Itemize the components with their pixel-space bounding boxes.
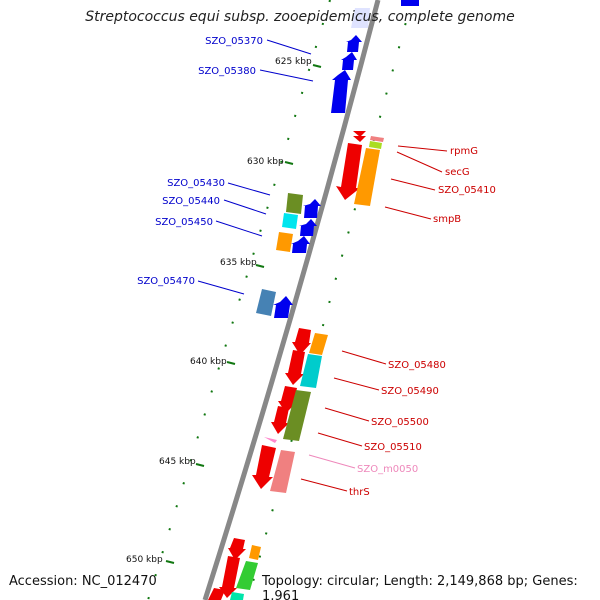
leader-line <box>324 407 370 422</box>
leader-line <box>223 199 267 215</box>
leader-line <box>266 39 312 55</box>
gene-label: SZO_05410 <box>438 185 496 196</box>
feature-block <box>256 289 276 316</box>
genome-summary-text: Topology: circular; Length: 2,149,868 bp… <box>262 574 578 600</box>
gene-arrow <box>346 35 362 52</box>
genome-backbone <box>202 0 381 600</box>
gene-label: smpB <box>433 214 461 225</box>
gene-arrow <box>331 70 351 113</box>
kbp-ticks: 625 kbp 630 kbp 635 kbp 640 kbp 645 kbp … <box>126 57 322 565</box>
tick-mark <box>284 161 294 165</box>
leader-line <box>396 151 443 173</box>
feature-block <box>249 545 261 560</box>
feature-block <box>286 193 303 214</box>
feature-block <box>370 136 384 142</box>
tick-mark <box>226 361 236 365</box>
tick-label: 630 kbp <box>247 157 284 167</box>
gene-arrow <box>264 437 277 443</box>
accession-text: Accession: NC_012470 <box>9 574 157 589</box>
reverse-gene-labels: rpmG secG SZO_05410 smpB SZO_05480 SZO_0… <box>349 146 496 498</box>
gene-arrow <box>299 219 317 236</box>
forward-gene-labels: SZO_05370 SZO_05380 SZO_05430 SZO_05440 … <box>137 36 263 287</box>
gene-label: SZO_05480 <box>388 360 446 371</box>
feature-block <box>230 592 244 600</box>
feature-block <box>309 333 328 355</box>
gene-label: thrS <box>349 487 370 498</box>
reverse-features <box>230 136 384 600</box>
gene-label: SZO_05380 <box>198 66 256 77</box>
feature-block <box>354 148 380 206</box>
leader-line <box>390 178 436 191</box>
gene-label: SZO_05470 <box>137 276 195 287</box>
gene-label: SZO_05370 <box>205 36 263 47</box>
gene-label: SZO_05490 <box>381 386 439 397</box>
gene-arrow <box>228 538 246 560</box>
forward-genes <box>273 0 419 318</box>
tick-mark <box>195 463 205 467</box>
gene-arrow <box>271 406 289 434</box>
leader-line <box>215 220 263 237</box>
leader-line <box>227 182 271 196</box>
tick-mark <box>165 560 175 564</box>
feature-block <box>276 232 293 252</box>
gene-arrow <box>353 131 366 137</box>
leader-line <box>384 206 432 220</box>
map-title: Streptococcus equi subsp. zooepidemicus,… <box>85 9 515 25</box>
gene-arrow <box>351 8 370 28</box>
tick-label: 625 kbp <box>275 57 312 67</box>
feature-block <box>270 450 295 493</box>
leader-line <box>197 280 245 295</box>
leader-line <box>397 145 448 152</box>
tick-label: 650 kbp <box>126 555 163 565</box>
gene-label: SZO_05510 <box>364 442 422 453</box>
leader-line <box>333 377 380 391</box>
gene-arrow <box>273 296 293 318</box>
gene-label: SZO_05450 <box>155 217 213 228</box>
gene-arrow <box>252 445 276 489</box>
gene-arrow <box>303 199 321 218</box>
inner-tick-ring <box>147 0 331 600</box>
gene-arrow <box>401 0 419 6</box>
gene-arrow <box>336 143 362 200</box>
tick-label: 635 kbp <box>220 258 257 268</box>
gene-label: SZO_05500 <box>371 417 429 428</box>
tick-label: 640 kbp <box>190 357 227 367</box>
forward-features <box>256 193 303 316</box>
gene-label: SZO_05440 <box>162 196 220 207</box>
gene-label: SZO_m0050 <box>357 464 418 475</box>
leader-line <box>300 478 348 492</box>
feature-block <box>282 213 298 229</box>
gene-label: SZO_05430 <box>167 178 225 189</box>
gene-arrow <box>292 328 311 355</box>
feature-block <box>236 561 258 590</box>
gene-arrow <box>341 52 357 70</box>
gene-arrow <box>353 136 366 142</box>
feature-block <box>300 354 322 388</box>
gene-label: secG <box>445 167 470 178</box>
gene-arrow <box>291 236 310 253</box>
leader-line <box>308 454 356 469</box>
feature-block <box>283 390 311 441</box>
feature-block <box>369 141 382 149</box>
leader-line <box>317 432 363 447</box>
leader-line <box>259 69 314 82</box>
reverse-genes <box>208 131 366 600</box>
leader-lines <box>197 39 448 492</box>
gene-arrow <box>219 556 240 598</box>
leader-line <box>341 350 387 365</box>
tick-mark <box>255 264 265 268</box>
gene-label: rpmG <box>450 146 478 157</box>
gene-arrow <box>208 588 225 600</box>
gene-arrow <box>285 350 305 385</box>
tick-label: 645 kbp <box>159 457 196 467</box>
tick-mark <box>312 64 322 68</box>
